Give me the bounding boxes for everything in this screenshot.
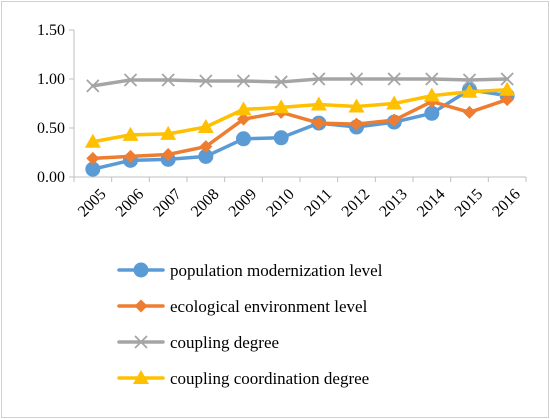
marker-stroke — [123, 73, 138, 87]
x-tick-label: 2009 — [226, 186, 261, 221]
legend-label: ecological environment level — [170, 297, 368, 316]
data-point-ecological-environment-level — [312, 116, 326, 130]
data-point-coupling-degree — [462, 73, 477, 87]
legend-marker — [133, 262, 149, 278]
data-point-coupling-coordination-degree — [160, 125, 177, 140]
series-population-modernization-level — [85, 82, 515, 177]
data-point-coupling-degree — [425, 72, 439, 86]
x-tick-label: 2013 — [376, 186, 411, 221]
marker-stroke — [312, 72, 326, 86]
marker-stroke — [199, 74, 213, 88]
data-point-ecological-environment-level — [124, 149, 137, 163]
legend-label: coupling degree — [170, 333, 279, 352]
data-point-ecological-environment-level — [86, 151, 100, 165]
data-point-ecological-environment-level — [237, 112, 250, 126]
series-line-ecological-environment-level — [91, 97, 509, 161]
data-point-coupling-degree — [236, 74, 251, 88]
marker-stroke — [462, 73, 477, 87]
data-point-coupling-degree — [86, 79, 100, 93]
data-point-ecological-environment-level — [463, 105, 476, 119]
data-point-coupling-degree — [123, 73, 138, 87]
x-tick-label: 2006 — [113, 186, 148, 221]
data-point-ecological-environment-level — [350, 117, 363, 131]
marker-stroke — [86, 79, 100, 93]
legend-marker — [134, 299, 148, 313]
x-tick-label: 2014 — [414, 186, 449, 221]
y-tick-label: 0.00 — [37, 169, 65, 186]
x-tick-label: 2008 — [188, 186, 223, 221]
legend-label: coupling coordination degree — [170, 369, 369, 388]
data-point-coupling-coordination-degree — [348, 98, 365, 113]
marker-stroke — [236, 74, 251, 88]
marker-stroke — [134, 335, 148, 349]
x-tick-label: 2005 — [75, 186, 110, 221]
data-point-population-modernization-level — [236, 131, 251, 147]
marker-stroke — [387, 72, 401, 86]
series-coupling-degree — [86, 72, 514, 93]
data-point-coupling-coordination-degree — [499, 81, 516, 96]
marker-stroke — [425, 72, 439, 86]
data-point-ecological-environment-level — [500, 93, 514, 107]
series-line-coupling-coordination-degree — [91, 88, 509, 144]
series-line-population-modernization-level — [91, 88, 509, 171]
legend-entry-coupling-coordination-degree: coupling coordination degree — [117, 369, 369, 388]
data-point-coupling-coordination-degree — [386, 95, 403, 110]
legend-marker — [133, 370, 149, 384]
data-point-ecological-environment-level — [161, 147, 175, 161]
marker-stroke — [161, 73, 175, 87]
data-point-ecological-environment-level — [199, 140, 213, 154]
marker-stroke — [500, 72, 514, 86]
legend-entry-population-modernization-level: population modernization level — [117, 261, 383, 280]
data-point-coupling-coordination-degree — [273, 99, 290, 114]
x-tick-label: 2015 — [452, 186, 487, 221]
axes: 0.00 0.50 1.00 1.50 2005 2006 2007 2008 2009 2010… — [37, 22, 527, 221]
y-tick-label: 1.00 — [37, 71, 65, 88]
legend-label: population modernization level — [170, 261, 383, 280]
marker-stroke — [274, 75, 288, 89]
data-point-population-modernization-level — [273, 130, 289, 146]
data-point-coupling-degree — [161, 73, 175, 87]
data-point-coupling-coordination-degree — [310, 96, 327, 111]
legend-marker — [134, 335, 148, 349]
x-tick-label: 2010 — [263, 186, 298, 221]
data-point-coupling-coordination-degree — [197, 119, 214, 134]
x-tick-label: 2007 — [150, 186, 185, 221]
data-point-ecological-environment-level — [387, 113, 401, 127]
legend-entry-coupling-degree: coupling degree — [117, 333, 279, 352]
x-tick-label: 2016 — [489, 186, 524, 221]
data-point-population-modernization-level — [424, 105, 440, 121]
data-point-coupling-coordination-degree — [423, 87, 440, 102]
data-point-coupling-degree — [312, 72, 326, 86]
data-point-coupling-coordination-degree — [235, 101, 252, 116]
series-line-coupling-degree — [91, 77, 509, 88]
y-tick-label: 1.50 — [37, 22, 65, 39]
marker-stroke — [349, 72, 364, 86]
legend-entry-ecological-environment-level: ecological environment level — [117, 297, 368, 316]
x-tick-label: 2012 — [339, 186, 374, 221]
data-point-coupling-coordination-degree — [461, 83, 478, 98]
data-point-coupling-degree — [387, 72, 401, 86]
data-point-coupling-degree — [500, 72, 514, 86]
data-point-coupling-degree — [274, 75, 288, 89]
data-point-coupling-degree — [199, 74, 213, 88]
y-tick-label: 0.50 — [37, 120, 65, 137]
legend: population modernization level ecological… — [117, 261, 383, 388]
data-point-coupling-coordination-degree — [84, 133, 101, 148]
data-point-coupling-coordination-degree — [122, 126, 139, 141]
x-tick-label: 2011 — [301, 186, 335, 220]
series-layer — [84, 72, 516, 177]
data-point-coupling-degree — [349, 72, 364, 86]
series-coupling-coordination-degree — [84, 81, 516, 148]
